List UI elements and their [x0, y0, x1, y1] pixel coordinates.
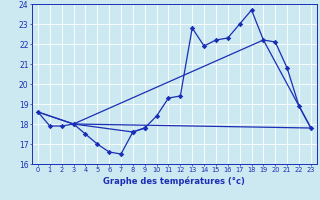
X-axis label: Graphe des températures (°c): Graphe des températures (°c): [103, 176, 245, 186]
